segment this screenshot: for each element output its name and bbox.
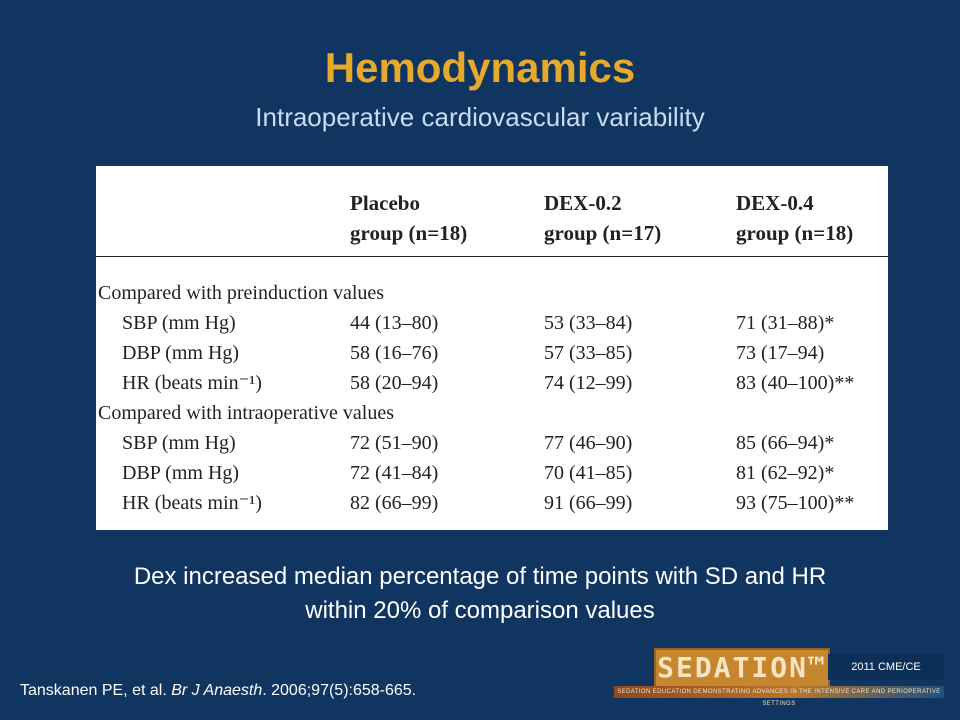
placebo-value: 44 (13–80)	[350, 312, 439, 334]
column-header-line1: Placebo	[350, 191, 420, 215]
slide-title: Hemodynamics	[324, 44, 636, 91]
header-divider	[96, 256, 888, 257]
table-row: DBP (mm Hg) 58 (16–76) 57 (33–85) 73 (17–94…	[96, 338, 888, 368]
table-row: HR (beats min⁻¹) 58 (20–94) 74 (12–99) 83 (…	[96, 368, 888, 398]
dex-04-value: 71 (31–88)*	[736, 312, 835, 334]
table-row: SBP (mm Hg) 44 (13–80) 53 (33–84) 71 (31–88…	[96, 308, 888, 338]
dex-04-value: 93 (75–100)**	[736, 492, 855, 514]
column-header-line2: group (n=18)	[736, 221, 854, 245]
placebo-value: 58 (16–76)	[350, 342, 439, 364]
placebo-value: 72 (41–84)	[350, 462, 439, 484]
dex-02-value: 70 (41–85)	[544, 462, 633, 484]
column-header-dex-04: DEX-0.4 group (n=18)	[736, 188, 853, 248]
caption-line: within 20% of comparison values	[305, 597, 655, 624]
dex-02-value: 53 (33–84)	[544, 312, 633, 334]
dex-02-value: 91 (66–99)	[544, 492, 633, 514]
dex-04-value: 81 (62–92)*	[736, 462, 835, 484]
row-label: SBP (mm Hg)	[122, 312, 236, 334]
column-header-line2: group (n=18)	[350, 221, 468, 245]
column-header-line1: DEX-0.4	[736, 191, 814, 215]
dex-02-value: 74 (12–99)	[544, 372, 633, 394]
sedation-logo: SEDATION™ 2011 CME/CE Curriculum SEDATIO…	[614, 648, 944, 707]
row-label: DBP (mm Hg)	[122, 342, 240, 364]
row-label: Compared with intraoperative values	[98, 402, 395, 424]
slide-caption: Dex increased median percentage of time …	[40, 560, 920, 628]
slide-subtitle: Intraoperative cardiovascular variabilit…	[255, 102, 705, 132]
results-table: Placebo group (n=18) DEX-0.2 group (n=17…	[96, 166, 888, 530]
table-section-row: Compared with intraoperative values	[96, 398, 888, 428]
table-row: DBP (mm Hg) 72 (41–84) 70 (41–85) 81 (62–92…	[96, 458, 888, 488]
caption-line: Dex increased median percentage of time …	[133, 563, 827, 590]
column-header-dex-02: DEX-0.2 group (n=17)	[544, 188, 661, 248]
placebo-value: 58 (20–94)	[350, 372, 439, 394]
row-label: HR (beats min⁻¹)	[122, 372, 262, 394]
column-header-line1: DEX-0.2	[544, 191, 622, 215]
row-label: DBP (mm Hg)	[122, 462, 240, 484]
citation: Tanskanen PE, et al. Br J Anaesth. 2006;…	[20, 682, 416, 700]
placebo-value: 72 (51–90)	[350, 432, 439, 454]
citation-journal: Br J Anaesth	[171, 682, 263, 699]
citation-author: Tanskanen PE, et al.	[20, 682, 167, 699]
row-label: Compared with preinduction values	[98, 282, 385, 304]
dex-04-value: 73 (17–94)	[736, 342, 825, 364]
placebo-value: 82 (66–99)	[350, 492, 439, 514]
table-row: HR (beats min⁻¹) 82 (66–99) 91 (66–99) 93 (…	[96, 488, 888, 518]
dex-04-value: 83 (40–100)**	[736, 372, 855, 394]
column-header-placebo: Placebo group (n=18)	[350, 188, 467, 248]
row-label: SBP (mm Hg)	[122, 432, 236, 454]
citation-details: . 2006;97(5):658-665.	[262, 682, 417, 699]
dex-02-value: 77 (46–90)	[544, 432, 633, 454]
logo-tagline: SEDATION EDUCATION DEMONSTRATING ADVANCE…	[614, 686, 944, 707]
column-header-line2: group (n=17)	[544, 221, 662, 245]
table-section-row: Compared with preinduction values	[96, 278, 888, 308]
dex-04-value: 85 (66–94)*	[736, 432, 835, 454]
sedation-logo-wordmark: SEDATION™	[654, 648, 830, 688]
curriculum-label: 2011 CME/CE Curriculum	[828, 654, 944, 699]
table-row: SBP (mm Hg) 72 (51–90) 77 (46–90) 85 (66–94…	[96, 428, 888, 458]
row-label: HR (beats min⁻¹)	[122, 492, 262, 514]
dex-02-value: 57 (33–85)	[544, 342, 633, 364]
